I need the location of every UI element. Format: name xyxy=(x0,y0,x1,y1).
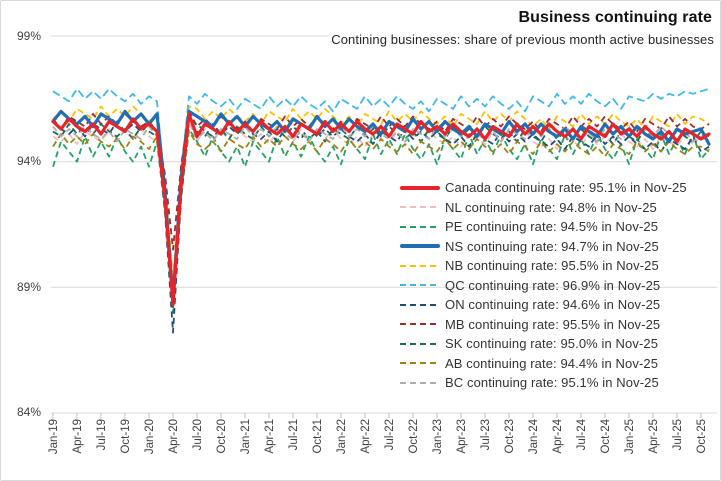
legend-swatch-pe xyxy=(400,225,440,228)
legend-item-nb: NB continuing rate: 95.5% in Nov-25 xyxy=(400,256,687,276)
x-axis-label: Apr-24 xyxy=(552,418,564,453)
x-axis-label: Apr-19 xyxy=(72,419,84,454)
x-axis-label: Jan-25 xyxy=(624,419,636,454)
legend-label-sk: SK continuing rate: 95.0% in Nov-25 xyxy=(445,336,659,352)
y-axis-label-94: 94% xyxy=(1,154,41,168)
legend-item-ab: AB continuing rate: 94.4% in Nov-25 xyxy=(400,354,687,374)
legend-label-pe: PE continuing rate: 94.5% in Nov-25 xyxy=(445,219,659,235)
x-axis-label: Jan-19 xyxy=(48,419,60,454)
x-axis-label: Jan-23 xyxy=(432,419,444,454)
legend-swatch-nb xyxy=(400,264,440,267)
x-axis-label: Apr-22 xyxy=(360,419,372,454)
legend-item-sk: SK continuing rate: 95.0% in Nov-25 xyxy=(400,334,687,354)
x-axis-label: Oct-21 xyxy=(312,419,324,454)
x-axis-label: Jul-20 xyxy=(192,419,204,450)
x-axis-label: Jan-20 xyxy=(144,419,156,454)
legend-swatch-on xyxy=(400,303,440,306)
y-axis-label-84: 84% xyxy=(1,405,41,419)
legend-item-qc: QC continuing rate: 96.9% in Nov-25 xyxy=(400,276,687,296)
series-line-nb xyxy=(52,105,710,281)
legend-item-on: ON continuing rate: 94.6% in Nov-25 xyxy=(400,295,687,315)
x-axis-label: Jul-23 xyxy=(480,419,492,450)
chart-subtitle: Contining businesses: share of previous … xyxy=(329,32,716,47)
legend-swatch-ns xyxy=(400,244,440,249)
legend-swatch-qc xyxy=(400,284,440,287)
x-axis-label: Oct-22 xyxy=(408,419,420,454)
x-axis-label: Apr-25 xyxy=(648,419,660,454)
x-axis-label: Jul-22 xyxy=(384,419,396,450)
x-axis-label: Oct-24 xyxy=(600,418,612,453)
legend-swatch-mb xyxy=(400,323,440,326)
x-axis-label: Oct-25 xyxy=(696,419,708,454)
legend-label-ns: NS continuing rate: 94.7% in Nov-25 xyxy=(445,238,659,254)
series-line-canada xyxy=(51,112,711,307)
legend-label-mb: MB continuing rate: 95.5% in Nov-25 xyxy=(445,316,661,332)
x-axis-label: Apr-20 xyxy=(168,419,180,454)
legend-swatch-nl xyxy=(400,206,440,209)
legend-label-bc: BC continuing rate: 95.1% in Nov-25 xyxy=(445,375,659,391)
x-axis-label: Jan-22 xyxy=(336,419,348,454)
x-axis-label: Jul-25 xyxy=(672,419,684,450)
legend-label-nl: NL continuing rate: 94.8% in Nov-25 xyxy=(445,199,657,215)
legend-item-ns: NS continuing rate: 94.7% in Nov-25 xyxy=(400,237,687,257)
x-axis-label: Apr-23 xyxy=(456,419,468,454)
legend-label-nb: NB continuing rate: 95.5% in Nov-25 xyxy=(445,258,659,274)
legend-item-mb: MB continuing rate: 95.5% in Nov-25 xyxy=(400,315,687,335)
legend-swatch-bc xyxy=(400,381,440,384)
chart-legend: Canada continuing rate: 95.1% in Nov-25 … xyxy=(400,178,687,393)
y-axis-label-99: 99% xyxy=(1,29,41,43)
legend-swatch-ab xyxy=(400,362,440,365)
legend-item-pe: PE continuing rate: 94.5% in Nov-25 xyxy=(400,217,687,237)
y-axis-label-89: 89% xyxy=(1,280,41,294)
x-axis-label: Apr-21 xyxy=(264,419,276,454)
legend-swatch-canada xyxy=(400,185,440,190)
x-axis-label: Jan-24 xyxy=(528,418,540,454)
x-axis-label: Jul-24 xyxy=(576,418,588,450)
x-axis-label: Jan-21 xyxy=(240,419,252,454)
legend-item-nl: NL continuing rate: 94.8% in Nov-25 xyxy=(400,198,687,218)
legend-label-ab: AB continuing rate: 94.4% in Nov-25 xyxy=(445,355,659,371)
legend-label-canada: Canada continuing rate: 95.1% in Nov-25 xyxy=(445,180,687,196)
legend-label-on: ON continuing rate: 94.6% in Nov-25 xyxy=(445,297,661,313)
x-axis-label: Oct-23 xyxy=(504,419,516,454)
legend-item-canada: Canada continuing rate: 95.1% in Nov-25 xyxy=(400,178,687,198)
chart-title: Business continuing rate xyxy=(518,9,712,27)
x-axis-label: Oct-19 xyxy=(120,419,132,454)
x-axis-label: Jul-21 xyxy=(288,419,300,450)
legend-label-qc: QC continuing rate: 96.9% in Nov-25 xyxy=(445,277,661,293)
legend-swatch-sk xyxy=(400,342,440,345)
x-axis-label: Jul-19 xyxy=(96,419,108,450)
legend-item-bc: BC continuing rate: 95.1% in Nov-25 xyxy=(400,373,687,393)
x-axis-label: Oct-20 xyxy=(216,419,228,454)
